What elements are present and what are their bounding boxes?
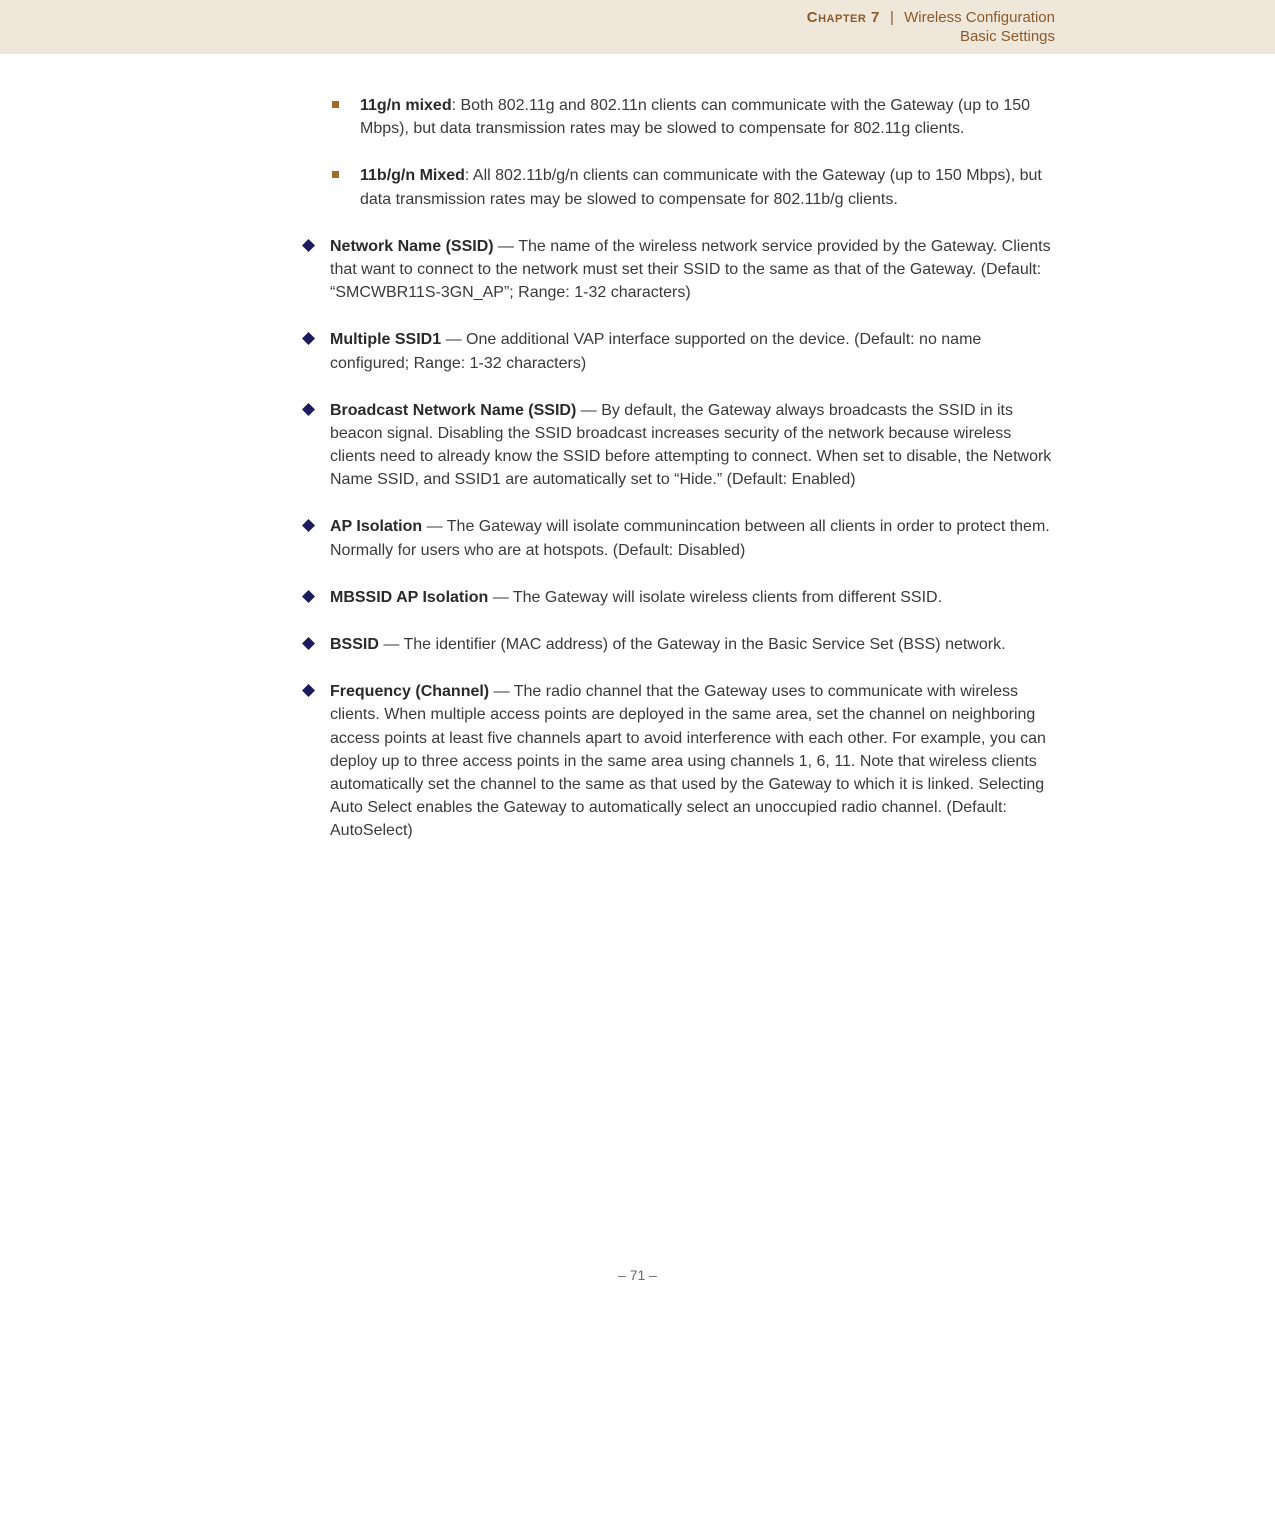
list-item: Frequency (Channel) — The radio channel … — [302, 680, 1055, 842]
section-title: Basic Settings — [807, 27, 1055, 47]
list-item: BSSID — The identifier (MAC address) of … — [302, 633, 1055, 656]
page-header: Chapter 7 | Wireless Configuration Basic… — [0, 0, 1275, 54]
term: MBSSID AP Isolation — [330, 589, 488, 606]
list-item: Network Name (SSID) — The name of the wi… — [302, 235, 1055, 305]
diamond-icon — [302, 519, 315, 532]
list-item: AP Isolation — The Gateway will isolate … — [302, 515, 1055, 561]
header-line1: Chapter 7 | Wireless Configuration — [807, 8, 1055, 28]
diamond-icon — [302, 684, 315, 697]
list-item: 11b/g/n Mixed: All 802.11b/g/n clients c… — [330, 164, 1055, 210]
list-item: Multiple SSID1 — One additional VAP inte… — [302, 328, 1055, 374]
diamond-icon — [302, 403, 315, 416]
header-separator: | — [890, 9, 894, 26]
diamond-icon — [302, 590, 315, 603]
definition: — The radio channel that the Gateway use… — [330, 683, 1046, 839]
page-content: 11g/n mixed: Both 802.11g and 802.11n cl… — [0, 54, 1275, 907]
chapter-label: Chapter 7 — [807, 9, 880, 26]
definition: — The identifier (MAC address) of the Ga… — [379, 636, 1006, 653]
term: Broadcast Network Name (SSID) — [330, 402, 576, 419]
term: Frequency (Channel) — [330, 683, 489, 700]
definition: — The Gateway will isolate communincatio… — [330, 518, 1050, 558]
chapter-title: Wireless Configuration — [904, 9, 1055, 26]
term: 11b/g/n Mixed — [360, 167, 465, 184]
term: Multiple SSID1 — [330, 331, 441, 348]
diamond-icon — [302, 332, 315, 345]
diamond-icon — [302, 637, 315, 650]
definition: : Both 802.11g and 802.11n clients can c… — [360, 97, 1030, 137]
term: Network Name (SSID) — [330, 238, 494, 255]
diamond-icon — [302, 239, 315, 252]
page-number: – 71 – — [0, 1267, 1275, 1313]
list-item: 11g/n mixed: Both 802.11g and 802.11n cl… — [330, 94, 1055, 140]
list-item: Broadcast Network Name (SSID) — By defau… — [302, 399, 1055, 492]
definition: — The Gateway will isolate wireless clie… — [488, 589, 942, 606]
list-item: MBSSID AP Isolation — The Gateway will i… — [302, 586, 1055, 609]
term: AP Isolation — [330, 518, 422, 535]
term: 11g/n mixed — [360, 97, 452, 114]
term: BSSID — [330, 636, 379, 653]
header-text-block: Chapter 7 | Wireless Configuration Basic… — [807, 8, 1055, 47]
